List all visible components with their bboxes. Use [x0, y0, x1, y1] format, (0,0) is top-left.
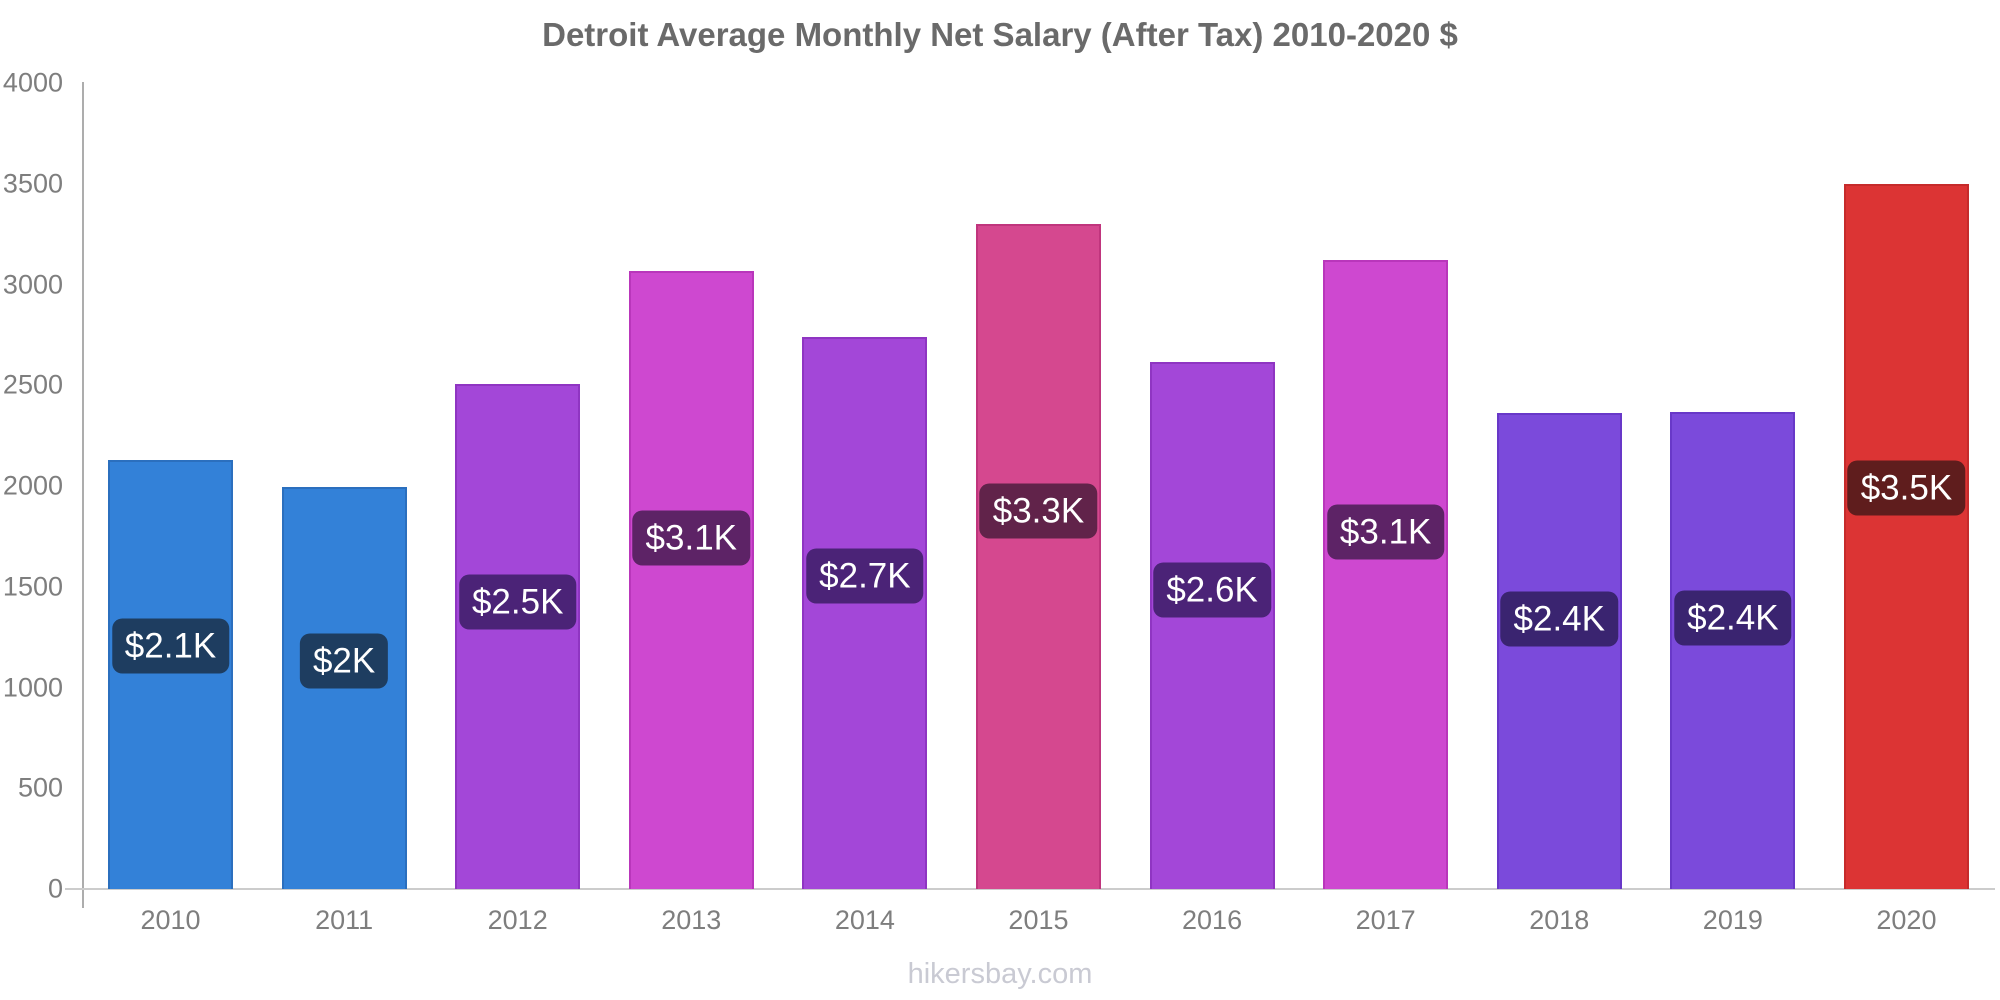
chart-title: Detroit Average Monthly Net Salary (Afte…: [542, 16, 1458, 53]
y-axis-tick-label: 1500: [2, 571, 63, 602]
bar-2019[interactable]: $2.4K: [1670, 412, 1796, 889]
y-axis-tick-label: 3500: [2, 168, 63, 199]
y-axis-tick-label: 1000: [2, 672, 63, 702]
bar-cell-2010: $2.1K 2010: [108, 83, 233, 935]
x-axis-tick-label-2016: 2016: [1182, 905, 1243, 935]
y-axis-tick-label: 2000: [2, 470, 63, 501]
x-axis-tick-label-2019: 2019: [1702, 905, 1763, 935]
y-axis-tick-label: 0: [47, 873, 63, 904]
y-axis-tick-label: 4000: [2, 67, 63, 98]
bar-value-badge-2015: $3.3K: [979, 483, 1098, 539]
x-axis-tick-label-2014: 2014: [834, 905, 895, 935]
watermark: hikersbay.com: [907, 958, 1093, 990]
bar-2016[interactable]: $2.6K: [1149, 362, 1275, 889]
bar-cell-2013: $3.1K 2013: [628, 83, 754, 935]
bar-2017[interactable]: $3.1K: [1323, 260, 1449, 889]
x-axis-tick-label-2012: 2012: [487, 905, 548, 935]
y-axis-tick-label: 3000: [2, 269, 63, 299]
bar-value-badge-2012: $2.5K: [458, 574, 577, 630]
bar-cell-2016: $2.6K 2016: [1149, 83, 1275, 935]
bar-cell-2018: $2.4K 2018: [1496, 83, 1622, 935]
bar-value-badge-2010: $2.1K: [111, 618, 230, 674]
y-axis-line: [82, 82, 84, 908]
bar-2014[interactable]: $2.7K: [802, 337, 928, 889]
x-axis-tick-label-2011: 2011: [315, 905, 374, 935]
bar-value-badge-2013: $3.1K: [632, 510, 751, 566]
plot-area: $2.1K 2010 $2K 2011 $2.5K 2012 $3.1K 2013 $2.7K 2…: [108, 83, 1969, 935]
x-axis-tick-label-2018: 2018: [1529, 905, 1590, 935]
bar-cell-2011: $2K 2011: [281, 83, 407, 935]
bar-2012[interactable]: $2.5K: [455, 384, 581, 889]
x-axis-line: [65, 888, 1995, 890]
bar-cell-2014: $2.7K 2014: [802, 83, 928, 935]
x-axis-tick-label-2013: 2013: [661, 905, 722, 935]
bar-2011[interactable]: $2K: [281, 487, 407, 889]
x-axis-tick-label-2015: 2015: [1008, 905, 1069, 935]
y-axis-tick-label: 2500: [2, 369, 63, 400]
bar-value-badge-2018: $2.4K: [1500, 591, 1618, 647]
bar-cell-2019: $2.4K 2019: [1670, 83, 1796, 935]
y-axis-tick-label: 500: [17, 772, 63, 803]
bar-cell-2020: $3.5K 2020: [1843, 83, 1969, 935]
x-axis-tick-label-2010: 2010: [140, 905, 201, 935]
bar-cell-2015: $3.3K 2015: [975, 83, 1101, 935]
bar-value-badge-2019: $2.4K: [1674, 590, 1792, 646]
bar-2020[interactable]: $3.5K: [1843, 184, 1969, 889]
bar-value-badge-2017: $3.1K: [1326, 504, 1445, 560]
bar-value-badge-2016: $2.6K: [1153, 562, 1271, 618]
bar-cell-2012: $2.5K 2012: [455, 83, 581, 935]
bar-value-badge-2014: $2.7K: [806, 548, 924, 603]
bar-value-badge-2020: $3.5K: [1847, 460, 1966, 516]
x-axis-tick-label-2017: 2017: [1355, 905, 1416, 935]
bar-cell-2017: $3.1K 2017: [1323, 83, 1449, 935]
bar-2013[interactable]: $3.1K: [628, 271, 754, 889]
bar-value-badge-2011: $2K: [299, 633, 389, 689]
bar-2018[interactable]: $2.4K: [1496, 413, 1622, 889]
bar-2010[interactable]: $2.1K: [108, 460, 233, 889]
bar-2015[interactable]: $3.3K: [975, 224, 1101, 889]
x-axis-tick-label-2020: 2020: [1876, 905, 1937, 935]
